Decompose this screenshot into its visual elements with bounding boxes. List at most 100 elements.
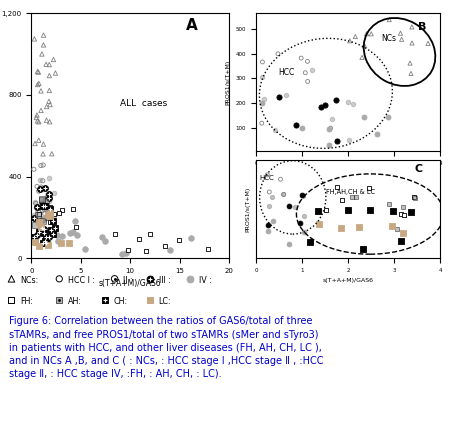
Point: [167, 246, 174, 253]
Point: [344, 207, 351, 214]
Point: [46, 203, 53, 210]
Point: [258, 73, 265, 81]
Point: [34, 183, 41, 190]
Point: [385, 200, 392, 207]
Point: [46, 197, 53, 204]
Point: [39, 177, 46, 184]
Point: [31, 221, 38, 228]
Point: [424, 40, 431, 47]
Point: [41, 229, 48, 236]
Point: [41, 210, 48, 217]
Y-axis label: PROS1/s(T+M): PROS1/s(T+M): [225, 60, 230, 105]
Point: [44, 211, 51, 218]
Point: [50, 212, 57, 219]
Text: HCC: HCC: [260, 175, 274, 181]
Point: [40, 162, 47, 169]
Point: [50, 190, 57, 197]
Point: [53, 231, 60, 238]
Point: [57, 239, 65, 247]
Point: [41, 206, 48, 213]
Point: [35, 80, 43, 87]
Point: [292, 203, 299, 210]
Point: [259, 58, 266, 65]
Point: [35, 208, 42, 215]
Text: III :: III :: [158, 276, 171, 285]
Point: [46, 72, 53, 79]
Point: [298, 191, 305, 198]
Point: [327, 125, 334, 132]
Point: [123, 250, 130, 257]
Point: [297, 219, 304, 226]
Point: [38, 50, 45, 57]
Point: [35, 243, 42, 250]
Text: LC:: LC:: [158, 297, 171, 306]
Point: [333, 183, 340, 190]
Point: [47, 226, 54, 233]
Point: [34, 232, 41, 239]
Point: [264, 227, 272, 235]
Text: FH:: FH:: [20, 297, 33, 306]
Point: [56, 296, 63, 303]
Point: [33, 240, 40, 247]
Point: [326, 142, 333, 149]
Point: [315, 220, 322, 227]
Point: [59, 232, 66, 239]
Point: [280, 191, 287, 198]
Point: [43, 239, 50, 247]
Point: [39, 202, 46, 209]
Point: [31, 211, 38, 218]
Point: [35, 118, 42, 125]
Text: NCs: NCs: [381, 34, 396, 43]
Point: [31, 237, 38, 244]
Point: [35, 211, 42, 218]
Point: [35, 219, 42, 227]
Point: [44, 242, 52, 249]
Text: II :: II :: [123, 276, 133, 285]
Point: [329, 116, 336, 123]
Point: [314, 208, 321, 215]
Point: [45, 190, 53, 197]
Point: [368, 30, 375, 37]
Point: [46, 87, 53, 94]
Point: [286, 240, 293, 247]
Point: [285, 202, 292, 210]
Text: C: C: [414, 164, 423, 174]
Point: [36, 214, 44, 221]
Text: HCC: HCC: [278, 69, 294, 77]
Point: [338, 196, 345, 203]
Point: [71, 217, 78, 224]
Point: [40, 216, 48, 223]
Point: [33, 112, 40, 119]
Point: [58, 206, 66, 214]
Point: [49, 231, 57, 238]
Point: [318, 103, 325, 110]
Point: [45, 174, 53, 182]
Point: [101, 296, 108, 303]
Point: [348, 193, 355, 200]
Point: [400, 204, 407, 211]
Point: [390, 207, 397, 214]
Point: [333, 137, 340, 144]
Point: [373, 130, 380, 138]
Point: [306, 239, 313, 246]
Point: [264, 171, 271, 178]
Point: [321, 101, 329, 108]
Point: [146, 230, 153, 237]
Point: [34, 68, 41, 75]
Point: [73, 232, 80, 239]
Point: [37, 186, 44, 193]
Point: [34, 117, 41, 125]
Point: [38, 202, 45, 210]
Point: [48, 150, 55, 158]
Point: [40, 141, 47, 148]
Point: [40, 32, 47, 39]
Point: [400, 211, 407, 218]
Text: ALL  cases: ALL cases: [120, 99, 167, 108]
Point: [300, 193, 307, 200]
Point: [360, 246, 367, 253]
Point: [98, 233, 105, 240]
Point: [30, 214, 37, 222]
Point: [31, 198, 38, 205]
Point: [40, 185, 47, 192]
Point: [30, 233, 37, 240]
